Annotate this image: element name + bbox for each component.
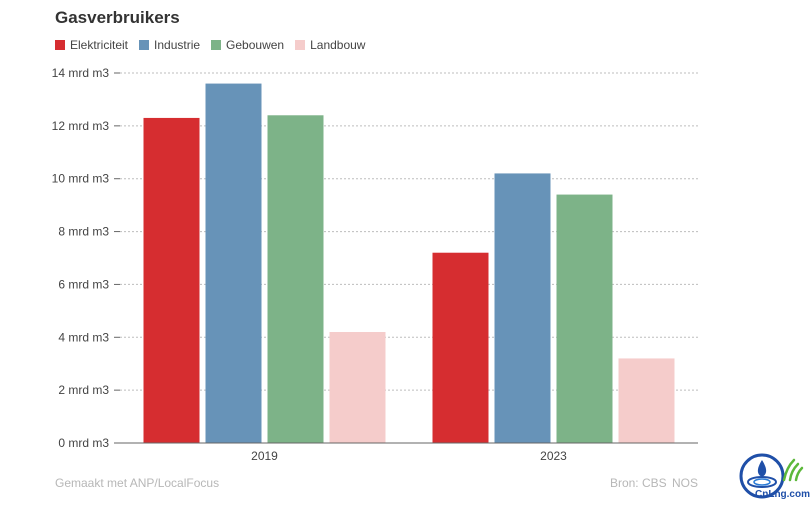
footer-credit: Gemaakt met ANP/LocalFocus bbox=[55, 476, 220, 490]
legend-swatch-landbouw bbox=[295, 40, 306, 50]
bar-gebouwen-2019 bbox=[267, 115, 324, 444]
legend-label-elektriciteit: Elektriciteit bbox=[70, 38, 129, 52]
source-label: Bron: CBS bbox=[609, 476, 667, 490]
legend-label-gebouwen: Gebouwen bbox=[226, 38, 285, 52]
bar-industrie-2023 bbox=[494, 173, 551, 443]
legend-label-industrie: Industrie bbox=[154, 38, 201, 52]
y-tick-label: 8 mrd m3 bbox=[58, 225, 109, 239]
cnlng-logo-icon bbox=[739, 453, 804, 499]
legend-item-elektriciteit[interactable]: Elektriciteit bbox=[55, 38, 128, 52]
legend-swatch-elektriciteit bbox=[55, 40, 65, 50]
legend-swatch-industrie bbox=[139, 40, 150, 50]
y-tick-label: 4 mrd m3 bbox=[58, 330, 109, 344]
bar-elektriciteit-2023 bbox=[432, 252, 489, 443]
legend-swatch-gebouwen bbox=[211, 40, 222, 50]
bar-elektriciteit-2019 bbox=[143, 117, 200, 443]
logo-text: CnLng.com bbox=[755, 489, 810, 500]
chart-legend: Elektriciteit Industrie Gebouwen Landbou… bbox=[55, 38, 376, 52]
bar-landbouw-2019 bbox=[329, 332, 386, 443]
footer-source: Bron: CBS NOS bbox=[608, 476, 698, 490]
bar-chart: 0 mrd m3 2 mrd m3 4 mrd m3 6 mrd m3 8 mrd m3… bbox=[52, 66, 698, 463]
y-tick-label: 14 mrd m3 bbox=[52, 66, 110, 80]
bar-landbouw-2023 bbox=[618, 358, 675, 443]
legend-item-industrie[interactable]: Industrie bbox=[139, 38, 200, 52]
y-tick-label: 10 mrd m3 bbox=[52, 172, 110, 186]
y-tick-label: 2 mrd m3 bbox=[58, 383, 109, 397]
legend-item-landbouw[interactable]: Landbouw bbox=[295, 38, 365, 52]
y-tick-label: 0 mrd m3 bbox=[58, 436, 109, 450]
y-tick-label: 12 mrd m3 bbox=[52, 119, 110, 133]
legend-item-gebouwen[interactable]: Gebouwen bbox=[211, 38, 284, 52]
legend-label-landbouw: Landbouw bbox=[310, 38, 366, 52]
bar-gebouwen-2023 bbox=[556, 194, 613, 443]
bar-industrie-2019 bbox=[205, 83, 262, 444]
x-tick-label: 2023 bbox=[540, 449, 567, 463]
chart-title: Gasverbruikers bbox=[55, 8, 180, 27]
y-tick-label: 6 mrd m3 bbox=[58, 277, 109, 291]
x-tick-label: 2019 bbox=[251, 449, 278, 463]
source-extra: NOS bbox=[671, 476, 698, 490]
